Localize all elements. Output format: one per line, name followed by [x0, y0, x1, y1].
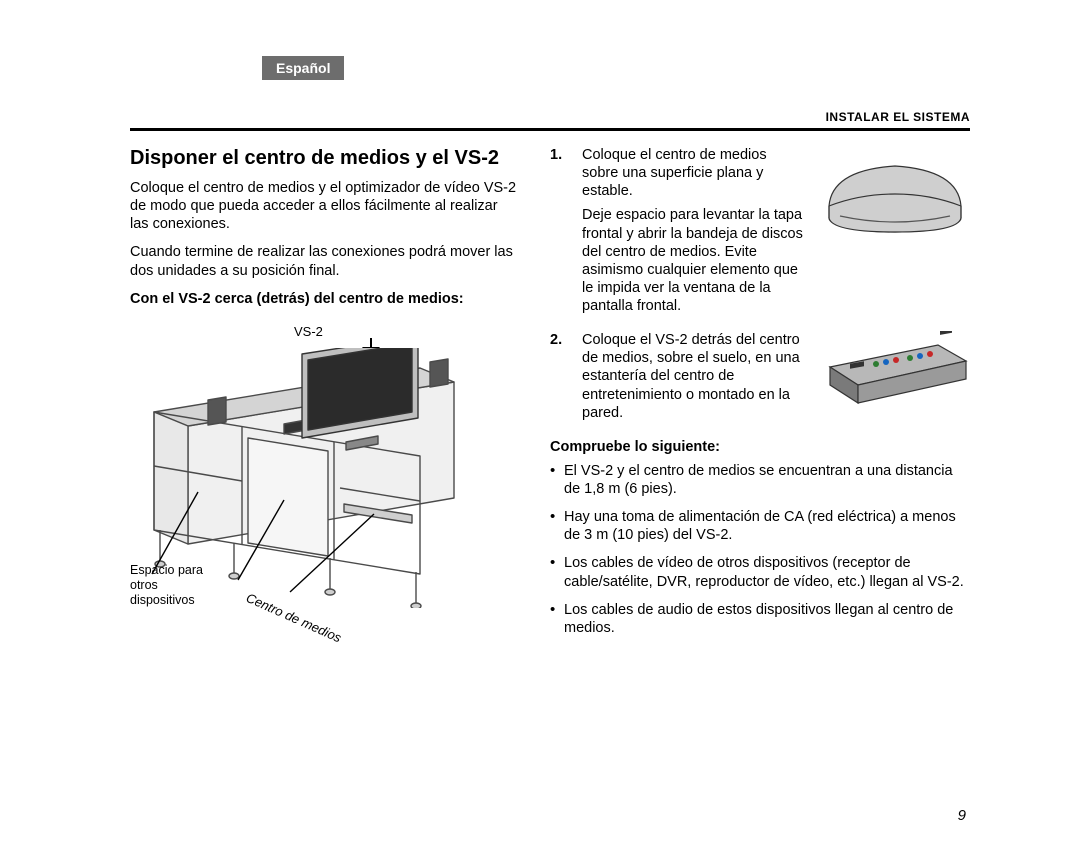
step-1-p1: Coloque el centro de medios sobre una su…: [582, 146, 806, 200]
intro-para-1: Coloque el centro de medios y el optimiz…: [130, 179, 520, 233]
check-item: El VS-2 y el centro de medios se encuent…: [550, 462, 970, 498]
furniture-diagram: VS-2: [130, 318, 495, 628]
left-column: Disponer el centro de medios y el VS-2 C…: [130, 146, 520, 628]
page-title: Disponer el centro de medios y el VS-2: [130, 146, 520, 171]
step-2-num: 2.: [550, 331, 568, 428]
right-column: 1. Coloque el centro de medios sobre una…: [550, 146, 970, 647]
step-1: 1. Coloque el centro de medios sobre una…: [550, 146, 970, 321]
caption-space: Espacio para otros dispositivos: [130, 563, 220, 608]
check-title: Compruebe lo siguiente:: [550, 438, 970, 456]
intro-para-2: Cuando termine de realizar las conexione…: [130, 243, 520, 279]
language-tab: Español: [262, 56, 344, 80]
step-2: 2. Coloque el VS-2 detrás del centro de …: [550, 331, 970, 428]
check-item: Hay una toma de alimentación de CA (red …: [550, 508, 970, 544]
check-item: Los cables de vídeo de otros dispositivo…: [550, 554, 970, 590]
step-1-num: 1.: [550, 146, 568, 321]
check-item: Los cables de audio de estos dispositivo…: [550, 601, 970, 637]
section-rule: [130, 128, 970, 131]
step-2-p1: Coloque el VS-2 detrás del centro de med…: [582, 331, 806, 422]
subheading: Con el VS-2 cerca (detrás) del centro de…: [130, 290, 520, 308]
page-number: 9: [958, 807, 966, 824]
vs2-label: VS-2: [294, 324, 323, 340]
step-1-p2: Deje espacio para levantar la tapa front…: [582, 206, 806, 315]
check-list: El VS-2 y el centro de medios se encuent…: [550, 462, 970, 637]
vs2-device-icon: [820, 331, 970, 428]
section-label: INSTALAR EL SISTEMA: [826, 110, 970, 124]
media-center-icon: [820, 146, 970, 321]
